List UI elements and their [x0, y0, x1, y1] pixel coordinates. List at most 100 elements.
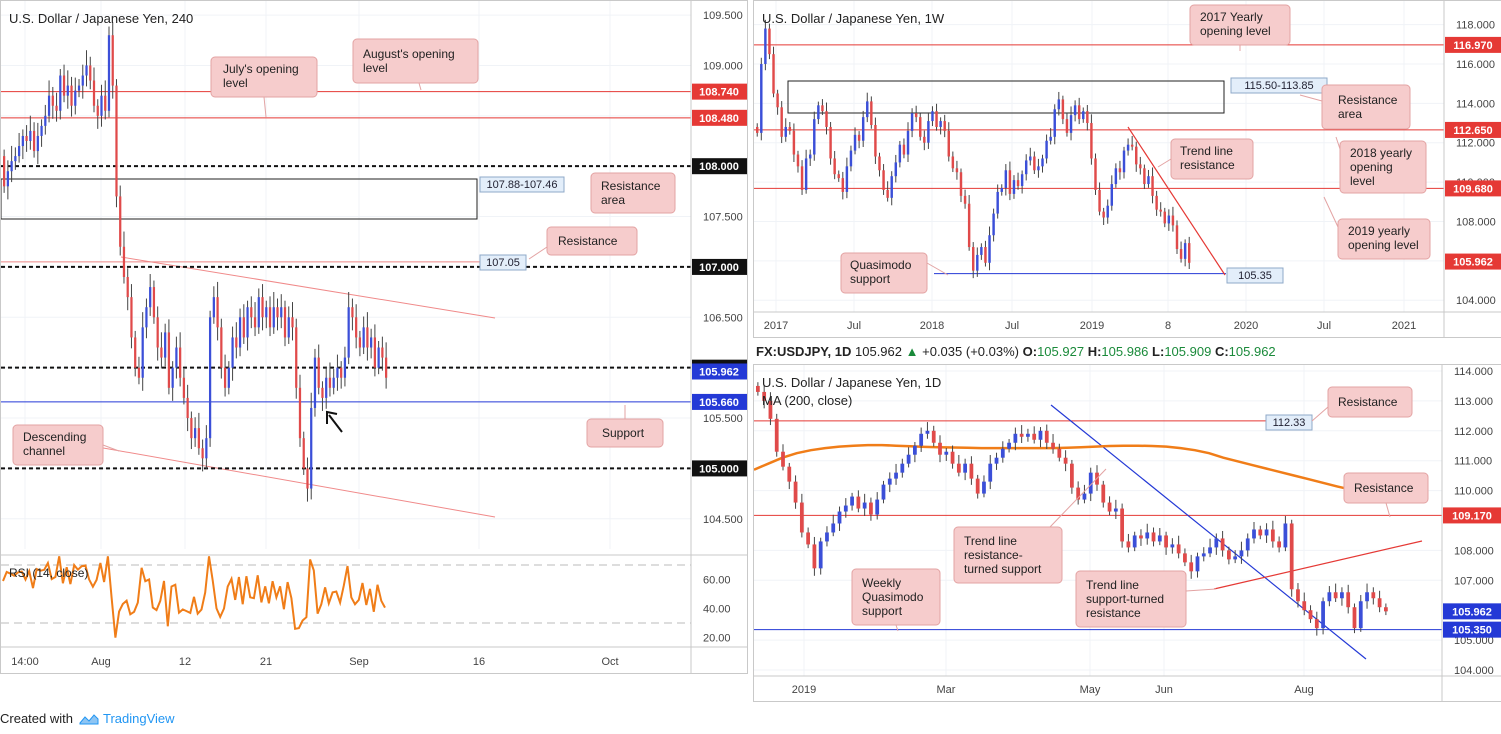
- h4-price-badge: [692, 393, 747, 410]
- h4-candle-body: [107, 35, 111, 111]
- h4-note-july-open[interactable]: July's opening level: [210, 56, 318, 118]
- h4-price-badge-text: 108.740: [699, 87, 739, 99]
- weekly-candle-body: [813, 119, 816, 155]
- h4-rsi-label: RSI (14, close): [9, 566, 88, 580]
- h4-note-resistance-area[interactable]: Resistance area: [590, 172, 676, 214]
- weekly-candle-body: [976, 254, 979, 271]
- weekly-note-2019-open[interactable]: 2019 yearly opening level: [1323, 196, 1431, 260]
- weekly-candle-body: [980, 247, 983, 255]
- weekly-y-tick-label: 116.000: [1456, 59, 1495, 71]
- h4-chart-svg[interactable]: 109.500109.000108.500108.000107.500107.0…: [1, 1, 747, 673]
- h4-candle-body: [201, 448, 204, 459]
- h4-price-badge-text: 105.660: [699, 397, 739, 409]
- weekly-chart-svg[interactable]: 118.000116.000114.000112.000110.000108.0…: [754, 1, 1501, 337]
- h4-note-august-line1: August's opening: [363, 47, 455, 61]
- weekly-note-2018-line3: level: [1350, 174, 1375, 188]
- h4-candle-body: [171, 367, 174, 388]
- weekly-note-2018-open[interactable]: 2018 yearly opening level: [1335, 136, 1427, 194]
- daily-candle-body: [1038, 430, 1043, 440]
- tradingview-logo-icon[interactable]: [79, 713, 99, 725]
- h4-note-resarea-line1: Resistance: [601, 179, 661, 193]
- weekly-candle-body: [1118, 168, 1122, 173]
- h4-candle-body: [62, 75, 66, 96]
- weekly-note-2017-line1: 2017 Yearly: [1200, 10, 1263, 24]
- h4-candle-body: [381, 347, 384, 358]
- daily-candle-body: [1371, 592, 1376, 599]
- daily-candle-body: [938, 442, 942, 455]
- daily-y-tick-label: 114.000: [1454, 366, 1493, 378]
- ticker-close: 105.962: [1228, 344, 1276, 359]
- daily-candle-body: [812, 544, 817, 569]
- weekly-candle-body: [939, 121, 942, 127]
- weekly-note-2018-line1: 2018 yearly: [1350, 146, 1412, 160]
- footer-brand[interactable]: TradingView: [102, 711, 175, 726]
- weekly-candle-body: [959, 172, 963, 196]
- h4-candle-body: [89, 65, 92, 81]
- daily-candle-body: [1283, 523, 1288, 548]
- h4-candle-body: [295, 327, 298, 388]
- daily-candle-body: [1358, 601, 1363, 629]
- h4-candle-body: [253, 317, 257, 328]
- h4-price-badge: [692, 460, 747, 477]
- h4-candle-body: [126, 277, 129, 298]
- daily-note-resistance-top[interactable]: Resistance: [1311, 386, 1413, 422]
- daily-note-resistance-mid[interactable]: Resistance: [1343, 472, 1429, 518]
- h4-candle-body: [280, 307, 283, 318]
- h4-candle-body: [283, 307, 287, 338]
- weekly-candle-body: [878, 156, 881, 171]
- weekly-candle-body: [817, 105, 820, 120]
- weekly-note-resistance-area[interactable]: Resistance area: [1299, 84, 1411, 130]
- daily-note-wqm-line2: Quasimodo: [862, 590, 924, 604]
- ticker-low: 105.909: [1164, 344, 1212, 359]
- ticker-last: 105.962: [855, 344, 902, 359]
- h4-candle-body: [261, 297, 264, 318]
- h4-candle-body: [227, 367, 230, 388]
- h4-note-august-open[interactable]: August's opening level: [352, 38, 479, 91]
- weekly-note-2017-open[interactable]: 2017 Yearly opening level: [1189, 4, 1291, 51]
- daily-trend-line-red: [1213, 540, 1423, 590]
- weekly-candle-body: [927, 121, 930, 143]
- weekly-candle-body: [756, 126, 759, 133]
- weekly-chart-panel[interactable]: 118.000116.000114.000112.000110.000108.0…: [753, 0, 1501, 338]
- daily-candle-body: [1333, 592, 1338, 599]
- weekly-price-badge: [1445, 121, 1501, 138]
- h4-x-tick-label: Sep: [349, 656, 369, 668]
- h4-note-descending-channel[interactable]: Descending channel: [12, 424, 120, 466]
- daily-candle-body: [1302, 601, 1307, 611]
- daily-note-tl-support[interactable]: Trend line resistance- turned support: [953, 468, 1107, 584]
- daily-chart-svg[interactable]: 114.000 113.000 112.000 111.000 110.000 108.0…: [754, 365, 1501, 701]
- h4-note-channel-line2: channel: [23, 444, 65, 458]
- daily-candle-body: [856, 496, 861, 509]
- h4-candle-body: [385, 357, 388, 378]
- daily-candle-body: [1270, 529, 1275, 542]
- h4-note-resistance[interactable]: Resistance: [528, 226, 638, 260]
- weekly-note-trend-line[interactable]: Trend line resistance: [1157, 138, 1254, 180]
- weekly-candle-body: [886, 189, 889, 198]
- weekly-note-quasimodo[interactable]: Quasimodo support: [840, 252, 949, 294]
- h4-price-badge-text: 108.480: [699, 113, 739, 125]
- h4-price-badge-text: 107.000: [699, 262, 739, 274]
- weekly-candle-body: [829, 126, 832, 159]
- weekly-candle-body: [963, 195, 967, 204]
- weekly-note-2019-line1: 2019 yearly: [1348, 224, 1410, 238]
- h4-candle-body: [40, 125, 43, 136]
- daily-ticker-line: FX:USDJPY, 1D 105.962 ▲ +0.035 (+0.03%) …: [756, 344, 1276, 359]
- daily-note-tl-resistance[interactable]: Trend line support-turned resistance: [1075, 570, 1217, 628]
- h4-note-support[interactable]: Support: [586, 405, 664, 448]
- daily-candle-body: [799, 502, 804, 533]
- weekly-candle-body: [890, 176, 893, 198]
- h4-candle-body: [3, 156, 6, 187]
- daily-chart-panel[interactable]: 114.000 113.000 112.000 111.000 110.000 108.0…: [753, 364, 1501, 702]
- weekly-candle-body: [849, 150, 853, 167]
- weekly-candle-body: [1037, 166, 1040, 171]
- weekly-candle-body: [1082, 111, 1085, 120]
- weekly-candle-body: [1188, 243, 1191, 263]
- h4-candle-body: [66, 85, 69, 96]
- weekly-candle-body: [792, 130, 796, 155]
- daily-note-weekly-qm[interactable]: Weekly Quasimodo support: [851, 568, 941, 632]
- h4-chart-panel[interactable]: 109.500109.000108.500108.000107.500107.0…: [0, 0, 748, 674]
- weekly-candle-body: [894, 162, 898, 177]
- weekly-candle-body: [1065, 119, 1069, 133]
- h4-x-tick-label: 21: [260, 656, 272, 668]
- h4-candle-body: [302, 438, 305, 469]
